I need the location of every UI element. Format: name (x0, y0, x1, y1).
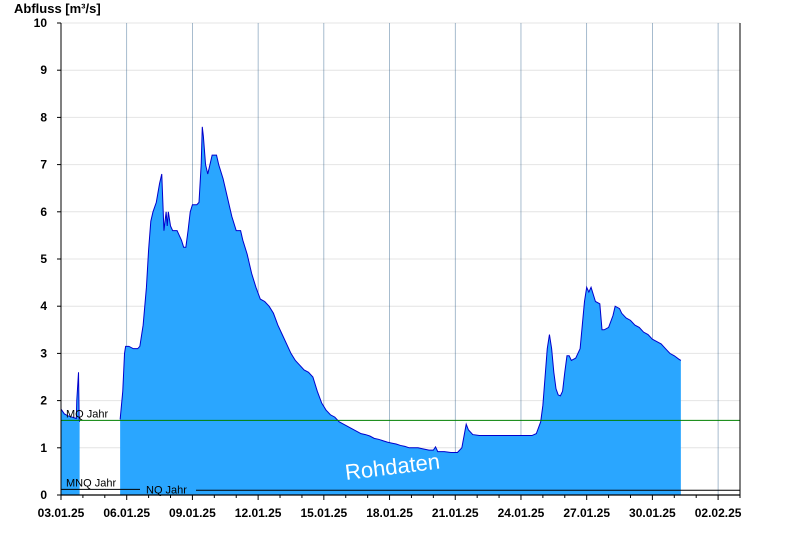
reference-lines: MQ Jahr MNQ Jahr NQ Jahr (61, 408, 740, 496)
x-tick-label: 12.01.25 (235, 506, 282, 520)
discharge-area (60, 126, 682, 495)
ref-line-label: NQ Jahr (146, 484, 187, 496)
x-tick-label: 03.01.25 (38, 506, 85, 520)
y-tick-label: 3 (40, 346, 47, 360)
x-tick-label: 30.01.25 (629, 506, 676, 520)
x-ticks: 03.01.25 06.01.25 09.01.25 12.01.25 15.01.25… (38, 495, 742, 520)
x-tick-label: 18.01.25 (366, 506, 413, 520)
y-ticks: 0 1 2 3 4 5 6 7 8 9 10 (34, 16, 61, 502)
ref-line-label: MQ Jahr (66, 408, 109, 420)
y-tick-label: 0 (40, 488, 47, 502)
ref-line-label: MNQ Jahr (66, 477, 116, 489)
y-tick-label: 9 (40, 63, 47, 77)
y-tick-label: 10 (34, 16, 48, 30)
y-axis-label: Abfluss [m³/s] (14, 1, 101, 16)
y-tick-label: 7 (40, 158, 47, 172)
x-tick-label: 02.02.25 (695, 506, 742, 520)
discharge-line (119, 126, 682, 454)
y-tick-label: 1 (40, 441, 47, 455)
discharge-line (60, 372, 81, 422)
x-tick-label: 15.01.25 (300, 506, 347, 520)
x-tick-label: 21.01.25 (432, 506, 479, 520)
discharge-fill (120, 126, 681, 495)
y-tick-label: 2 (40, 394, 47, 408)
x-tick-label: 06.01.25 (103, 506, 150, 520)
y-tick-label: 5 (40, 252, 47, 266)
x-tick-label: 27.01.25 (563, 506, 610, 520)
x-tick-label: 24.01.25 (498, 506, 545, 520)
discharge-fill (61, 372, 80, 495)
y-tick-label: 8 (40, 110, 47, 124)
y-tick-label: 4 (40, 299, 47, 313)
y-tick-label: 6 (40, 205, 47, 219)
x-tick-label: 09.01.25 (169, 506, 216, 520)
